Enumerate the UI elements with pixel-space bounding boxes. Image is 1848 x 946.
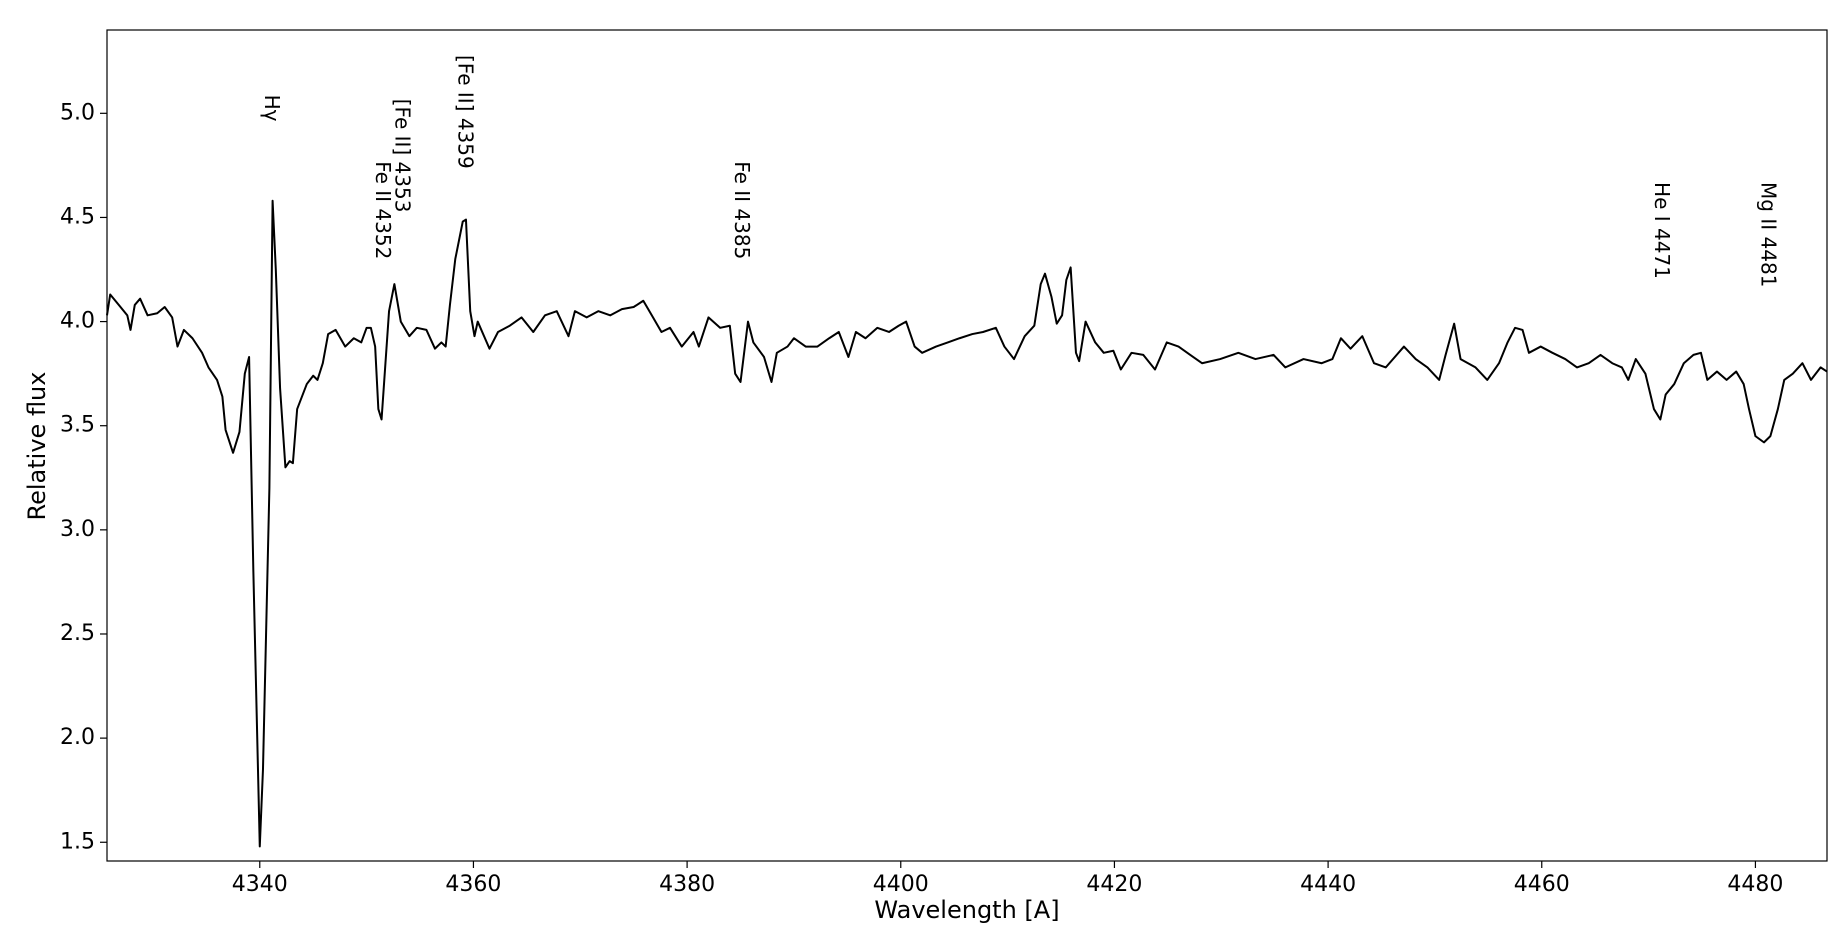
x-tick-label: 4400 — [873, 872, 929, 897]
y-tick-label: 2.0 — [60, 725, 95, 750]
x-tick-label: 4480 — [1727, 872, 1783, 897]
x-tick-label: 4440 — [1300, 872, 1356, 897]
line-annotation: [Fe II] 4353 — [390, 99, 414, 213]
y-tick-label: 5.0 — [60, 100, 95, 125]
x-tick-label: 4360 — [445, 872, 501, 897]
line-annotation: Fe II 4385 — [730, 161, 754, 259]
line-annotation: [Fe II] 4359 — [453, 55, 477, 169]
x-tick-label: 4340 — [232, 872, 288, 897]
x-axis-label: Wavelength [A] — [874, 896, 1059, 924]
x-tick-label: 4420 — [1086, 872, 1142, 897]
y-tick-label: 1.5 — [60, 829, 95, 854]
x-tick-label: 4380 — [659, 872, 715, 897]
y-tick-label: 4.0 — [60, 309, 95, 334]
y-tick-label: 2.5 — [60, 621, 95, 646]
line-annotation: Mg II 4481 — [1757, 182, 1781, 287]
plot-frame — [106, 29, 1828, 862]
y-tick-label: 3.0 — [60, 517, 95, 542]
spectrum-line — [106, 199, 1828, 848]
y-axis-label: Relative flux — [23, 372, 51, 521]
line-annotation: Fe II 4352 — [371, 161, 395, 259]
line-annotation: He I 4471 — [1650, 182, 1674, 279]
y-tick-label: 3.5 — [60, 413, 95, 438]
line-annotation: Hγ — [260, 95, 284, 122]
y-tick-label: 4.5 — [60, 204, 95, 229]
x-tick-label: 4460 — [1514, 872, 1570, 897]
